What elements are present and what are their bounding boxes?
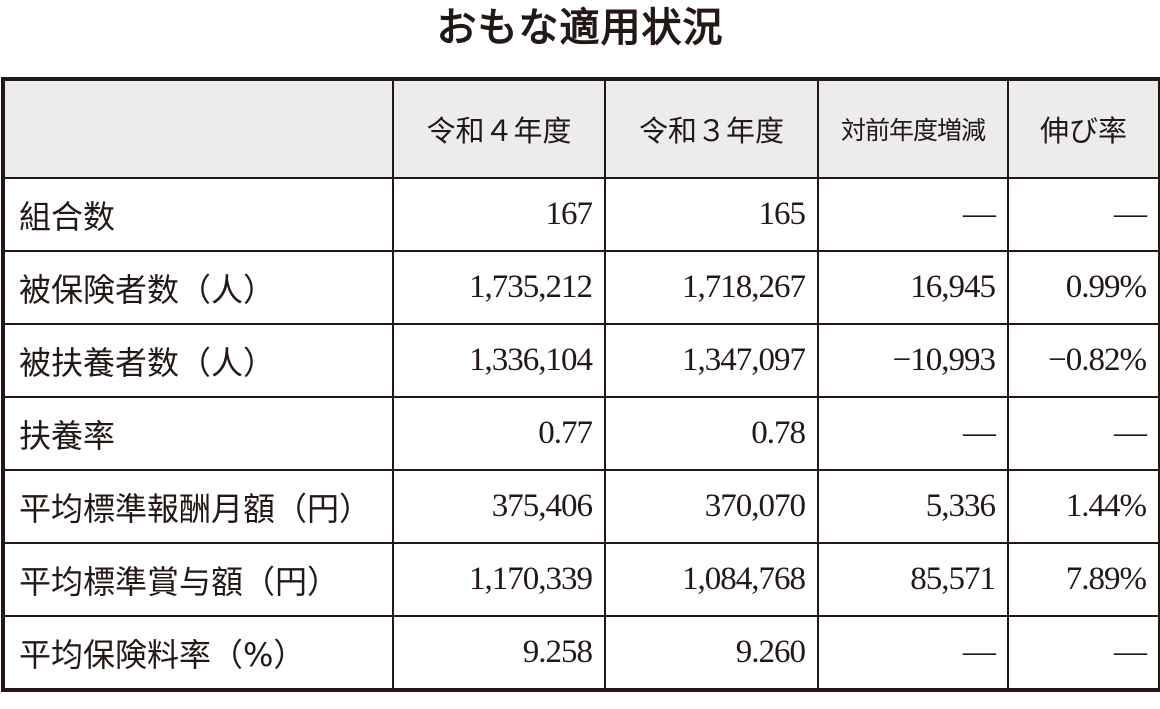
cell-growth-rate: 7.89% [1007, 542, 1160, 617]
table-header-row: 令和４年度 令和３年度 対前年度増減 伸び率 [2, 78, 1160, 179]
cell-yoy-change: 16,945 [817, 250, 1009, 325]
header-yoy-change: 対前年度増減 [817, 78, 1009, 179]
cell-growth-rate: −0.82% [1007, 323, 1160, 398]
cell-yoy-change: −10,993 [817, 323, 1009, 398]
cell-yoy-change: 5,336 [817, 469, 1009, 544]
header-blank-cell [2, 78, 394, 179]
table-row: 被保険者数（人） 1,735,212 1,718,267 16,945 0.99… [2, 250, 1160, 325]
row-label: 平均保険料率（%） [2, 615, 394, 691]
row-label: 平均標準賞与額（円） [2, 542, 394, 617]
page-title: おもな適用状況 [436, 5, 724, 51]
cell-fy2021: 1,718,267 [604, 250, 819, 325]
table-row: 平均標準賞与額（円） 1,170,339 1,084,768 85,571 7.… [2, 542, 1160, 617]
cell-fy2022: 0.77 [392, 396, 606, 471]
cell-fy2021: 370,070 [604, 469, 819, 544]
cell-fy2021: 9.260 [604, 615, 819, 691]
table-row: 平均標準報酬月額（円） 375,406 370,070 5,336 1.44% [2, 469, 1160, 544]
cell-yoy-change: 85,571 [817, 542, 1009, 617]
cell-yoy-change: — [817, 615, 1009, 691]
table-row: 組合数 167 165 — — [2, 177, 1160, 252]
header-fy2021: 令和３年度 [604, 78, 819, 179]
cell-growth-rate: — [1007, 396, 1160, 471]
status-table: 令和４年度 令和３年度 対前年度増減 伸び率 組合数 167 165 — — 被… [1, 77, 1160, 692]
cell-growth-rate: — [1007, 615, 1160, 691]
row-label: 被扶養者数（人） [2, 323, 394, 398]
row-label: 組合数 [2, 177, 394, 252]
cell-fy2022: 9.258 [392, 615, 606, 691]
cell-growth-rate: — [1007, 177, 1160, 252]
table-row: 扶養率 0.77 0.78 — — [2, 396, 1160, 471]
row-label: 被保険者数（人） [2, 250, 394, 325]
row-label: 扶養率 [2, 396, 394, 471]
cell-fy2022: 167 [392, 177, 606, 252]
cell-growth-rate: 1.44% [1007, 469, 1160, 544]
cell-fy2021: 165 [604, 177, 819, 252]
cell-fy2022: 1,735,212 [392, 250, 606, 325]
cell-fy2022: 1,336,104 [392, 323, 606, 398]
cell-yoy-change: — [817, 396, 1009, 471]
header-growth-rate: 伸び率 [1007, 78, 1160, 179]
header-fy2022: 令和４年度 [392, 78, 606, 179]
cell-yoy-change: — [817, 177, 1009, 252]
cell-fy2022: 375,406 [392, 469, 606, 544]
table-row: 被扶養者数（人） 1,336,104 1,347,097 −10,993 −0.… [2, 323, 1160, 398]
cell-fy2022: 1,170,339 [392, 542, 606, 617]
cell-fy2021: 1,084,768 [604, 542, 819, 617]
table-row: 平均保険料率（%） 9.258 9.260 — — [2, 615, 1160, 691]
cell-growth-rate: 0.99% [1007, 250, 1160, 325]
cell-fy2021: 0.78 [604, 396, 819, 471]
cell-fy2021: 1,347,097 [604, 323, 819, 398]
row-label: 平均標準報酬月額（円） [2, 469, 394, 544]
